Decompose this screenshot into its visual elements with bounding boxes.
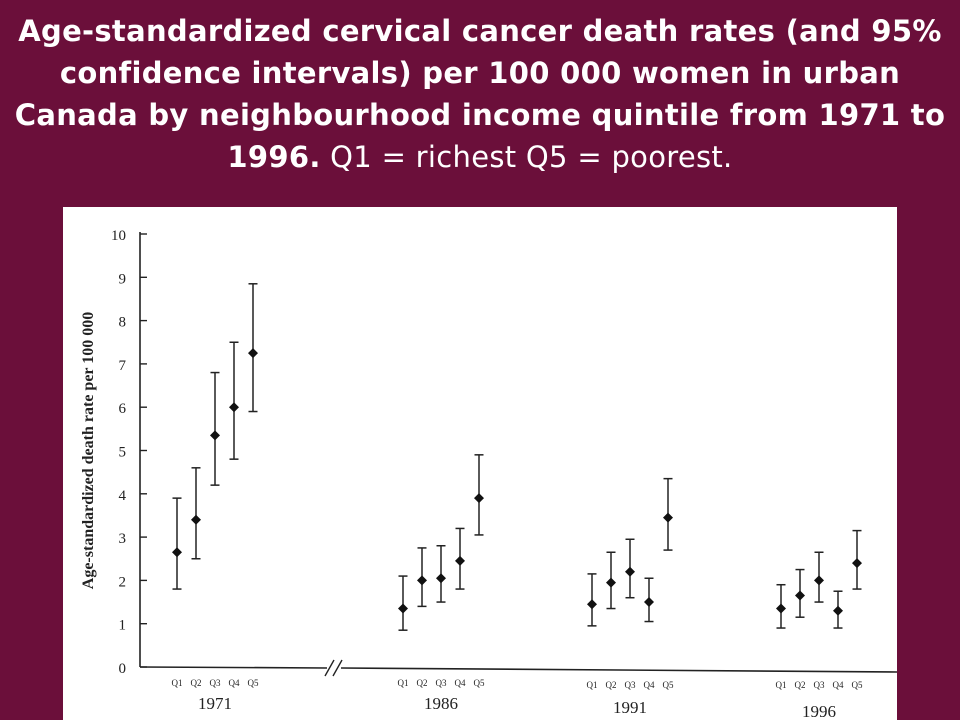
y-tick-label: 10 (111, 228, 126, 244)
data-point (663, 512, 673, 523)
y-axis-label: Age-standardized death rate per 100 000 (80, 312, 97, 589)
y-tick-label: 9 (119, 271, 127, 287)
slide-title: Age-standardized cervical cancer death r… (0, 10, 960, 178)
year-label: 1971 (198, 694, 232, 713)
quintile-label: Q4 (229, 678, 240, 688)
quintile-label: Q4 (455, 678, 466, 688)
quintile-label: Q1 (776, 680, 787, 690)
y-tick-label: 3 (119, 531, 127, 547)
data-point (172, 547, 182, 558)
quintile-label: Q3 (814, 680, 825, 690)
data-point (776, 603, 786, 614)
quintile-label: Q2 (191, 678, 202, 688)
quintile-label: Q1 (398, 678, 409, 688)
data-point (587, 599, 597, 610)
quintile-label: Q3 (210, 678, 221, 688)
y-tick-label: 7 (119, 358, 127, 374)
quintile-label: Q5 (663, 680, 674, 690)
title-main: Age-standardized cervical cancer death r… (14, 14, 946, 174)
quintile-label: Q2 (795, 680, 806, 690)
chart-svg: 0 1 2 3 4 5 6 7 8 9 10 Age-standardized death rate … (80, 228, 897, 720)
quintile-label: Q2 (606, 680, 617, 690)
data-point (644, 597, 654, 608)
data-point (625, 566, 635, 577)
y-tick-label: 8 (119, 315, 127, 331)
data-point (398, 603, 408, 614)
quintile-label: Q5 (474, 678, 485, 688)
data-point (417, 575, 427, 586)
data-point (229, 402, 239, 413)
quintile-label: Q5 (248, 678, 259, 688)
y-tick-label: 0 (119, 661, 127, 677)
y-tick-label: 4 (119, 488, 127, 504)
data-point (248, 348, 258, 359)
quintile-label: Q1 (172, 678, 183, 688)
x-axis-line (139, 666, 328, 669)
axis-break-mark (324, 659, 335, 677)
data-point (436, 573, 446, 584)
year-label: 1986 (424, 694, 458, 713)
data-point (455, 555, 465, 566)
data-point (474, 493, 484, 504)
year-label: 1996 (802, 702, 836, 720)
quintile-label: Q2 (417, 678, 428, 688)
y-tick-label: 6 (119, 401, 127, 417)
data-point (833, 605, 843, 616)
quintile-label: Q3 (436, 678, 447, 688)
x-axis-line (340, 667, 897, 673)
year-label: 1991 (613, 698, 647, 717)
quintile-label: Q3 (625, 680, 636, 690)
title-note: Q1 = richest Q5 = poorest. (320, 140, 733, 174)
axis-break-mark (332, 659, 343, 677)
y-tick-label: 1 (119, 618, 127, 634)
quintile-label: Q4 (644, 680, 655, 690)
y-tick-label: 2 (119, 574, 127, 590)
quintile-label: Q5 (852, 680, 863, 690)
chart-panel: 0 1 2 3 4 5 6 7 8 9 10 Age-standardized death rate … (63, 207, 897, 720)
data-point (852, 558, 862, 569)
data-point (606, 577, 616, 588)
y-tick-label: 5 (119, 445, 127, 461)
data-point (795, 590, 805, 601)
data-point (191, 514, 201, 525)
data-point (814, 575, 824, 586)
quintile-label: Q4 (833, 680, 844, 690)
quintile-label: Q1 (587, 680, 598, 690)
data-point (210, 430, 220, 441)
